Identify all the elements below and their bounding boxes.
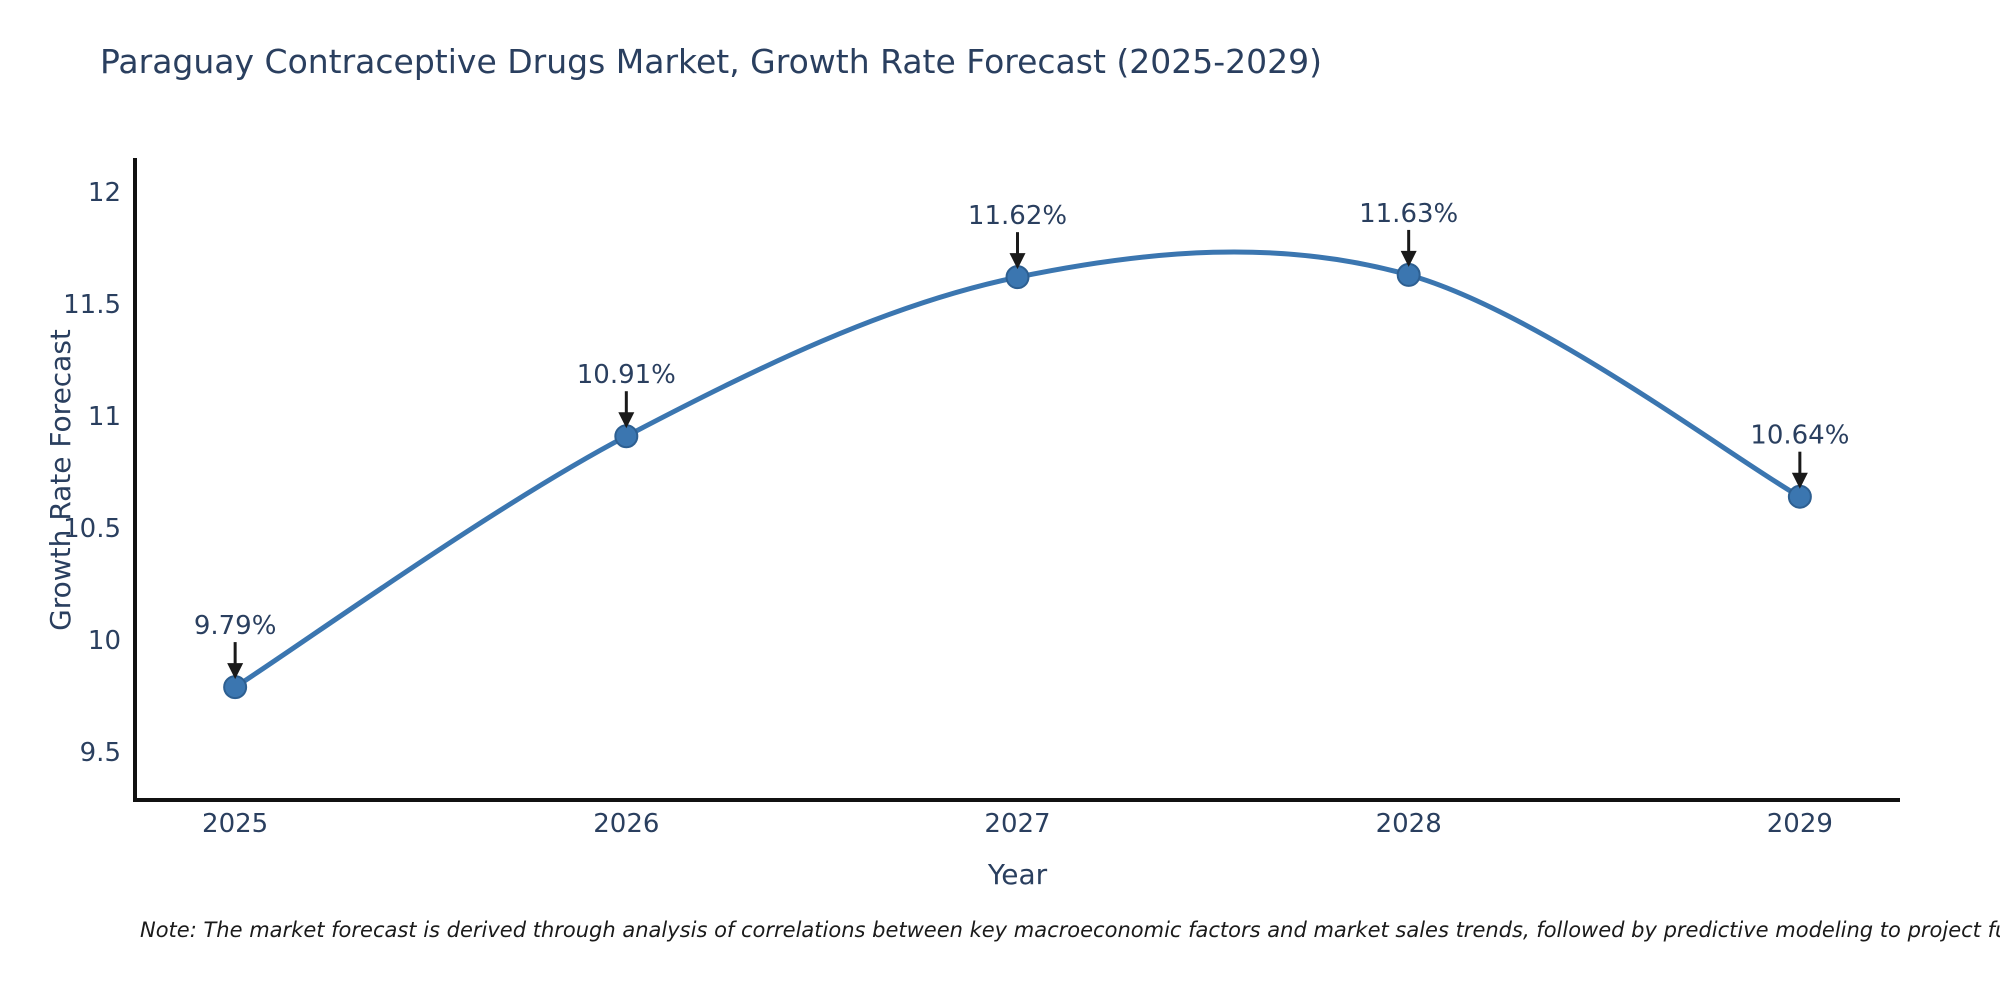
point-annotation: 10.91% <box>577 360 676 390</box>
x-axis-title: Year <box>987 858 1048 891</box>
annotation-arrowhead <box>1009 253 1026 270</box>
point-annotation: 11.63% <box>1359 199 1458 229</box>
data-point-marker <box>1787 484 1812 509</box>
point-annotation: 10.64% <box>1750 421 1849 451</box>
annotation-arrowhead <box>1400 250 1417 267</box>
point-annotation: 11.62% <box>968 201 1067 231</box>
chart-title: Paraguay Contraceptive Drugs Market, Gro… <box>100 42 1323 81</box>
annotation-arrowhead <box>618 412 635 429</box>
data-point-marker <box>1005 265 1030 290</box>
x-tick-label: 2026 <box>593 809 659 839</box>
y-tick-label: 11 <box>88 402 121 432</box>
x-tick-label: 2029 <box>1767 809 1833 839</box>
point-annotation: 9.79% <box>194 611 277 641</box>
data-point-marker <box>614 424 639 449</box>
y-axis-title: Growth Rate Forecast <box>44 329 77 631</box>
annotation-arrowhead <box>1791 472 1808 489</box>
y-tick-label: 11.5 <box>63 290 121 320</box>
y-tick-label: 9.5 <box>80 738 121 768</box>
forecast-line <box>232 249 1803 690</box>
y-tick-label: 10.5 <box>63 514 121 544</box>
footnote: Note: The market forecast is derived thr… <box>140 918 2000 942</box>
x-tick-label: 2028 <box>1376 809 1442 839</box>
x-tick-label: 2027 <box>984 809 1050 839</box>
y-tick-label: 12 <box>88 178 121 208</box>
data-point-marker <box>223 675 248 700</box>
data-point-marker <box>1396 262 1421 287</box>
x-tick-label: 2025 <box>202 809 268 839</box>
annotation-arrowhead <box>227 663 244 680</box>
y-tick-label: 10 <box>88 626 121 656</box>
